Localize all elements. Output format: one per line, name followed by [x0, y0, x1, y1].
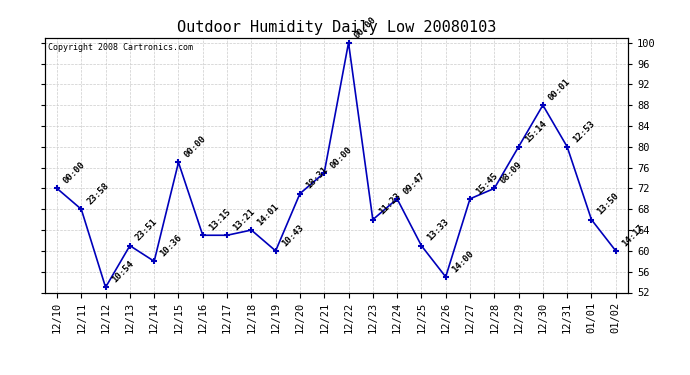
Text: 13:50: 13:50 [595, 192, 621, 217]
Text: 15:14: 15:14 [523, 118, 548, 144]
Text: 14:01: 14:01 [255, 202, 281, 227]
Text: 13:15: 13:15 [207, 207, 233, 232]
Text: 14:17: 14:17 [620, 223, 645, 248]
Text: 12:53: 12:53 [571, 118, 597, 144]
Text: 00:01: 00:01 [547, 77, 573, 102]
Text: 11:23: 11:23 [377, 192, 402, 217]
Text: 10:36: 10:36 [158, 233, 184, 258]
Text: 00:00: 00:00 [61, 160, 86, 186]
Text: 14:00: 14:00 [450, 249, 475, 274]
Text: 23:58: 23:58 [86, 181, 111, 207]
Text: 00:00: 00:00 [353, 15, 378, 40]
Text: 15:45: 15:45 [474, 171, 500, 196]
Text: 10:54: 10:54 [110, 259, 135, 285]
Text: 13:21: 13:21 [231, 207, 257, 232]
Text: 23:51: 23:51 [134, 217, 159, 243]
Title: Outdoor Humidity Daily Low 20080103: Outdoor Humidity Daily Low 20080103 [177, 20, 496, 35]
Text: 08:09: 08:09 [498, 160, 524, 186]
Text: 18:31: 18:31 [304, 165, 329, 191]
Text: 00:00: 00:00 [328, 145, 354, 170]
Text: 10:43: 10:43 [280, 223, 305, 248]
Text: 00:00: 00:00 [183, 134, 208, 160]
Text: 09:47: 09:47 [402, 171, 426, 196]
Text: Copyright 2008 Cartronics.com: Copyright 2008 Cartronics.com [48, 43, 193, 52]
Text: 13:33: 13:33 [426, 217, 451, 243]
